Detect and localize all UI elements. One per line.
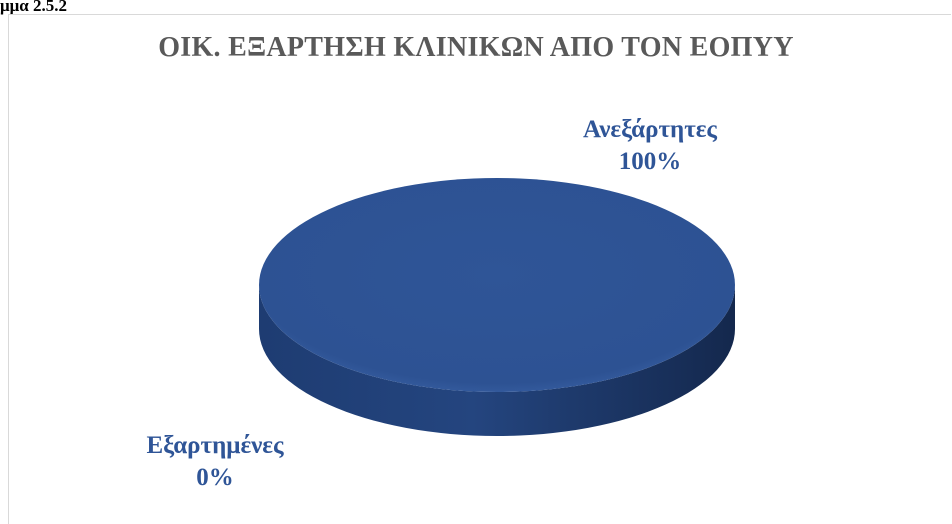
chart-title: ΟΙΚ. ΕΞΑΡΤΗΣΗ ΚΛΙΝΙΚΩΝ ΑΠΟ ΤΟΝ ΕΟΠΥΥ: [158, 32, 794, 63]
figure-caption: μμα 2.5.2: [0, 0, 68, 15]
pie-slice-ανεξάρτητες: [259, 178, 735, 392]
data-label-dependent: Εξαρτημένες 0%: [85, 430, 345, 494]
slice-percent-independent: 100%: [618, 148, 682, 175]
pie-slice-side: [259, 285, 735, 436]
data-label-independent: Ανεξάρτητες 100%: [520, 114, 780, 178]
slice-label-dependent: Εξαρτημένες: [146, 432, 284, 459]
chart-frame: [8, 14, 951, 524]
slice-label-independent: Ανεξάρτητες: [583, 116, 717, 143]
slice-percent-dependent: 0%: [196, 464, 234, 491]
